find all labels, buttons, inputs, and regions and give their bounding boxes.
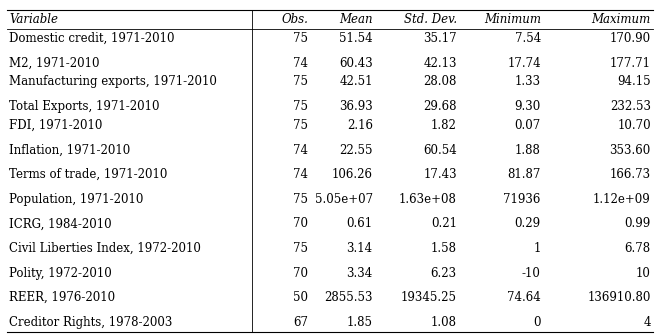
Text: 10.70: 10.70 (617, 119, 651, 132)
Text: FDI, 1971-2010: FDI, 1971-2010 (9, 119, 102, 132)
Text: REER, 1976-2010: REER, 1976-2010 (9, 291, 115, 304)
Text: 1: 1 (533, 242, 541, 255)
Text: 36.93: 36.93 (339, 100, 373, 113)
Text: 2.16: 2.16 (346, 119, 373, 132)
Text: 136910.80: 136910.80 (587, 291, 651, 304)
Text: 70: 70 (293, 267, 308, 279)
Text: 17.74: 17.74 (508, 57, 541, 70)
Text: Polity, 1972-2010: Polity, 1972-2010 (9, 267, 112, 279)
Text: 70: 70 (293, 217, 308, 230)
Text: 74.64: 74.64 (507, 291, 541, 304)
Text: 75: 75 (293, 75, 308, 88)
Text: Manufacturing exports, 1971-2010: Manufacturing exports, 1971-2010 (9, 75, 217, 88)
Text: 1.12e+09: 1.12e+09 (593, 193, 651, 206)
Text: 81.87: 81.87 (508, 168, 541, 181)
Text: Mean: Mean (339, 13, 373, 26)
Text: Civil Liberties Index, 1972-2010: Civil Liberties Index, 1972-2010 (9, 242, 201, 255)
Text: 28.08: 28.08 (424, 75, 457, 88)
Text: 1.58: 1.58 (431, 242, 457, 255)
Text: 177.71: 177.71 (610, 57, 651, 70)
Text: 232.53: 232.53 (610, 100, 651, 113)
Text: 1.33: 1.33 (515, 75, 541, 88)
Text: 3.34: 3.34 (346, 267, 373, 279)
Text: 0: 0 (533, 316, 541, 329)
Text: 50: 50 (293, 291, 308, 304)
Text: 74: 74 (293, 143, 308, 156)
Text: 60.43: 60.43 (339, 57, 373, 70)
Text: 1.82: 1.82 (431, 119, 457, 132)
Text: 19345.25: 19345.25 (401, 291, 457, 304)
Text: 71936: 71936 (504, 193, 541, 206)
Text: 60.54: 60.54 (423, 143, 457, 156)
Text: 74: 74 (293, 57, 308, 70)
Text: M2, 1971-2010: M2, 1971-2010 (9, 57, 100, 70)
Text: 75: 75 (293, 193, 308, 206)
Text: 6.78: 6.78 (624, 242, 651, 255)
Text: 166.73: 166.73 (610, 168, 651, 181)
Text: 67: 67 (293, 316, 308, 329)
Text: Total Exports, 1971-2010: Total Exports, 1971-2010 (9, 100, 160, 113)
Text: Obs.: Obs. (281, 13, 308, 26)
Text: Maximum: Maximum (591, 13, 651, 26)
Text: 106.26: 106.26 (332, 168, 373, 181)
Text: Inflation, 1971-2010: Inflation, 1971-2010 (9, 143, 131, 156)
Text: 9.30: 9.30 (515, 100, 541, 113)
Text: 94.15: 94.15 (617, 75, 651, 88)
Text: 0.61: 0.61 (346, 217, 373, 230)
Text: Std. Dev.: Std. Dev. (404, 13, 457, 26)
Text: 0.29: 0.29 (515, 217, 541, 230)
Text: 35.17: 35.17 (423, 32, 457, 45)
Text: 6.23: 6.23 (430, 267, 457, 279)
Text: 42.51: 42.51 (339, 75, 373, 88)
Text: 353.60: 353.60 (610, 143, 651, 156)
Text: 7.54: 7.54 (515, 32, 541, 45)
Text: 74: 74 (293, 168, 308, 181)
Text: 17.43: 17.43 (423, 168, 457, 181)
Text: 75: 75 (293, 100, 308, 113)
Text: -10: -10 (522, 267, 541, 279)
Text: 1.63e+08: 1.63e+08 (399, 193, 457, 206)
Text: 42.13: 42.13 (423, 57, 457, 70)
Text: Creditor Rights, 1978-2003: Creditor Rights, 1978-2003 (9, 316, 172, 329)
Text: 4: 4 (644, 316, 651, 329)
Text: Variable: Variable (9, 13, 58, 26)
Text: 51.54: 51.54 (339, 32, 373, 45)
Text: 2855.53: 2855.53 (324, 291, 373, 304)
Text: 10: 10 (636, 267, 651, 279)
Text: 1.88: 1.88 (515, 143, 541, 156)
Text: Population, 1971-2010: Population, 1971-2010 (9, 193, 144, 206)
Text: 1.85: 1.85 (346, 316, 373, 329)
Text: 0.21: 0.21 (431, 217, 457, 230)
Text: 29.68: 29.68 (423, 100, 457, 113)
Text: 75: 75 (293, 32, 308, 45)
Text: 22.55: 22.55 (339, 143, 373, 156)
Text: 75: 75 (293, 242, 308, 255)
Text: Terms of trade, 1971-2010: Terms of trade, 1971-2010 (9, 168, 168, 181)
Text: 75: 75 (293, 119, 308, 132)
Text: Domestic credit, 1971-2010: Domestic credit, 1971-2010 (9, 32, 175, 45)
Text: 5.05e+07: 5.05e+07 (315, 193, 373, 206)
Text: 0.07: 0.07 (515, 119, 541, 132)
Text: 0.99: 0.99 (624, 217, 651, 230)
Text: 1.08: 1.08 (431, 316, 457, 329)
Text: Minimum: Minimum (484, 13, 541, 26)
Text: 170.90: 170.90 (610, 32, 651, 45)
Text: 3.14: 3.14 (346, 242, 373, 255)
Text: ICRG, 1984-2010: ICRG, 1984-2010 (9, 217, 112, 230)
